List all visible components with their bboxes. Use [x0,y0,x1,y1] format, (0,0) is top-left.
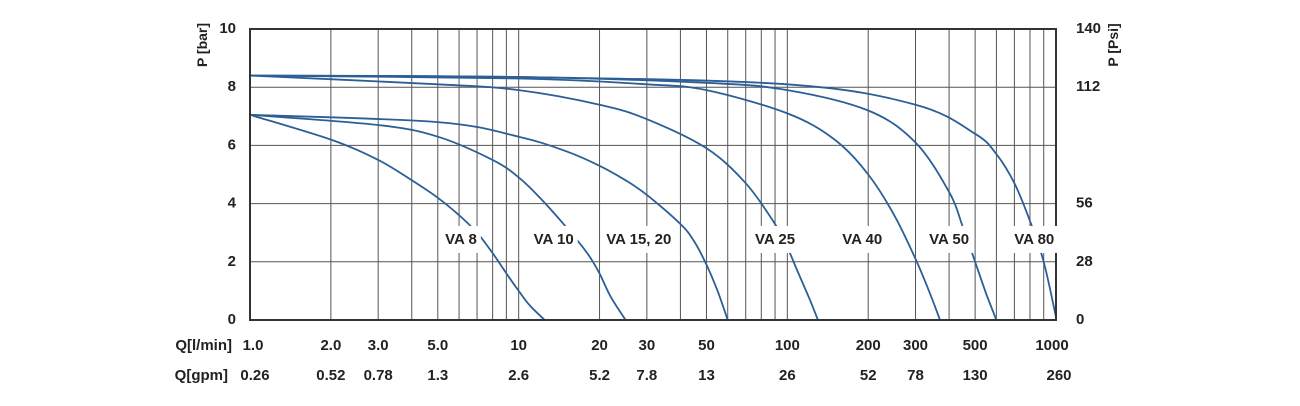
y2-tick-label: 56 [1076,195,1093,212]
x-tick-label: 1.0 [243,337,264,354]
x2-tick-label: 52 [860,367,877,384]
x2-axis-unit-label: Q[gpm] [175,367,228,384]
x2-tick-label: 0.78 [364,367,393,384]
series-label: VA 80 [1014,231,1054,248]
series-line-4 [249,74,941,321]
x2-tick-label: 26 [779,367,796,384]
x-tick-label: 30 [639,337,656,354]
series-label-bg [1010,225,1059,253]
x2-tick-label: 1.3 [427,367,448,384]
grid-layer [250,29,1056,320]
y2-tick-label: 28 [1076,253,1093,270]
series-line-6 [249,74,1057,318]
x2-tick-label: 130 [963,367,988,384]
x2-tick-label: 0.52 [316,367,345,384]
x2-tick-label: 13 [698,367,715,384]
x-tick-label: 2.0 [320,337,341,354]
x-tick-label: 200 [856,337,881,354]
y2-axis-title: P [Psi] [1105,23,1121,66]
series-label: VA 50 [929,231,969,248]
tick-layer: 0246810028561121401.00.262.00.523.00.785… [219,20,1101,384]
series-label: VA 25 [755,231,795,248]
x2-tick-label: 5.2 [589,367,610,384]
x2-tick-label: 78 [907,367,924,384]
y2-tick-label: 112 [1076,78,1100,95]
x-tick-label: 1000 [1035,337,1068,354]
series-label-bg [441,225,481,253]
series-label: VA 10 [534,231,574,248]
x2-tick-label: 260 [1046,367,1071,384]
series-line-0 [249,113,546,321]
x-tick-label: 10 [510,337,527,354]
x2-tick-label: 2.6 [508,367,529,384]
x-tick-label: 20 [591,337,608,354]
y2-tick-label: 0 [1076,311,1084,328]
series-label-bg [751,225,800,253]
x-tick-label: 300 [903,337,928,354]
series-label: VA 40 [842,231,882,248]
x-tick-label: 500 [963,337,988,354]
series-label-bg [529,225,578,253]
x2-tick-label: 0.26 [240,367,269,384]
x2-tick-label: 7.8 [636,367,657,384]
series-label-bg [838,225,887,253]
y-tick-label: 8 [228,78,236,95]
x-tick-label: 5.0 [427,337,448,354]
y2-tick-label: 140 [1076,20,1101,37]
x-tick-label: 50 [698,337,715,354]
series-line-2 [249,113,729,321]
plot-frame [249,28,1057,321]
x-tick-label: 100 [775,337,800,354]
y-tick-label: 4 [228,195,237,212]
x-axis-unit-label: Q[l/min] [175,337,232,354]
label-layer: VA 8 VA 10 VA 15, 20 VA 25 VA 40 VA 50 VA 80 [441,225,1059,253]
series-line-3 [249,74,819,321]
series-label-bg [925,225,974,253]
curve-layer [249,74,1057,321]
series-label: VA 15, 20 [606,231,671,248]
x-tick-label: 3.0 [368,337,389,354]
y-tick-label: 0 [228,311,236,328]
y-tick-label: 2 [228,253,236,270]
y-axis-title: P [bar] [194,23,210,67]
series-line-1 [249,113,627,321]
y-tick-label: 10 [219,20,236,37]
series-label: VA 8 [445,231,477,248]
y-tick-label: 6 [228,136,236,153]
series-label-bg [602,225,676,253]
